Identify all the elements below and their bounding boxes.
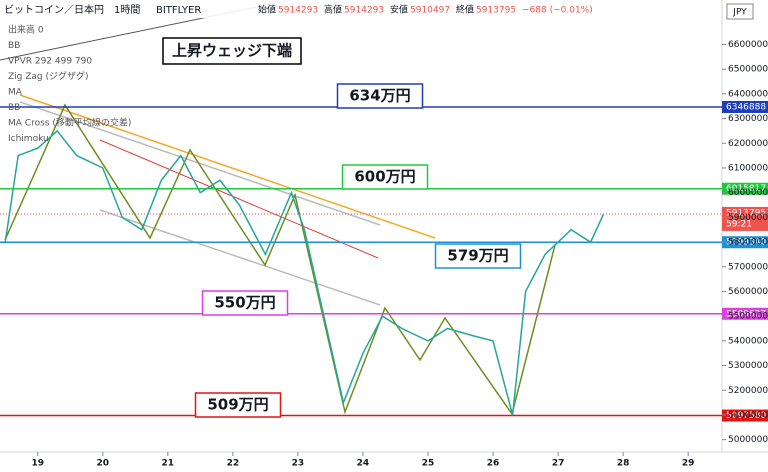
- x-tick-label: 25: [422, 459, 435, 469]
- y-tick-label: 6400000: [728, 89, 768, 99]
- symbol: ビットコイン／日本円: [4, 3, 104, 16]
- y-tick-label: 6100000: [728, 163, 768, 173]
- x-tick-label: 19: [31, 459, 44, 469]
- countdown: 59:21: [726, 219, 752, 229]
- annotation: 550万円: [214, 294, 275, 312]
- title-box: [162, 37, 302, 65]
- legend-item: VPVR 292 499 790: [8, 57, 92, 67]
- y-tick-label: 5900000: [728, 213, 768, 223]
- y-tick-label: 5300000: [728, 361, 768, 371]
- y-tick-label: 5400000: [728, 336, 768, 346]
- annotation-box: [336, 83, 424, 109]
- current-price-box: [722, 206, 768, 231]
- y-tick-label: 6600000: [728, 40, 768, 50]
- ohlc-name: 始値: [258, 4, 276, 16]
- level-price-box: [722, 236, 768, 249]
- ohlc-value: 5910497: [410, 6, 450, 16]
- y-tick-label: 5600000: [728, 287, 768, 297]
- x-tick-label: 21: [162, 459, 175, 469]
- x-tick-label: 22: [227, 459, 240, 469]
- chart-title: 上昇ウェッジ下端: [172, 42, 292, 60]
- level-price-box: [722, 409, 768, 422]
- trendline: [19, 101, 381, 226]
- legend-item: MA: [8, 88, 23, 98]
- ohlc-value: 5913795: [476, 6, 516, 16]
- legend-item: BB: [8, 103, 20, 113]
- interval: 1時間: [114, 4, 140, 16]
- axes: 5000000 5100000 5200000 5300000 5400000 55000…: [31, 40, 768, 469]
- level-price: 5097580: [726, 411, 766, 421]
- legend-item: BB: [8, 41, 20, 51]
- ohlc-name: 高値: [324, 4, 342, 16]
- zigzag: [4, 103, 556, 416]
- y-tick-label: 5500000: [728, 312, 768, 322]
- trendlines: [0, 0, 556, 416]
- x-tick-label: 28: [617, 459, 630, 469]
- legend-item: MA Cross (移動平均線の交差): [8, 117, 131, 129]
- change: −688 (−0.01%): [522, 6, 593, 16]
- trendline: [99, 209, 381, 306]
- annotation-box: [434, 243, 522, 269]
- x-tick-label: 23: [292, 459, 305, 469]
- y-tick-label: 6200000: [728, 139, 768, 149]
- legend: 出来高 0 BB VPVR 292 499 790 Zig Zag (ジグザグ) MA B…: [8, 24, 131, 145]
- levels: 6346888 634万円 6015817 600万円 5799340 579万円 5509…: [0, 83, 768, 422]
- x-tick-label: 29: [682, 459, 695, 469]
- level-price: 5509627: [726, 309, 766, 319]
- current-price: 5913795: [726, 208, 766, 218]
- annotation-box: [201, 290, 289, 316]
- ohlc-value: 5914293: [278, 6, 318, 16]
- annotation: 634万円: [349, 87, 410, 105]
- annotation: 600万円: [354, 168, 415, 186]
- annotation: 509万円: [207, 396, 268, 414]
- ohlc-name: 安値: [390, 4, 408, 16]
- y-tick-label: 5800000: [728, 238, 768, 248]
- x-tick-label: 27: [552, 459, 565, 469]
- y-tick-label: 5000000: [728, 435, 768, 445]
- x-tick-label: 20: [97, 459, 110, 469]
- trendline: [19, 94, 436, 239]
- header: ビットコイン／日本円 1時間 BITFLYER 始値 5914293 高値 5914293 安…: [0, 0, 593, 18]
- level-price-box: [722, 182, 768, 195]
- trendline: [99, 139, 379, 259]
- y-tick-label: 5100000: [728, 410, 768, 420]
- legend-item: Zig Zag (ジグザグ): [8, 70, 89, 82]
- y-tick-label: 6000000: [728, 188, 768, 198]
- y-tick-label: 5200000: [728, 386, 768, 396]
- x-tick-label: 24: [357, 459, 370, 469]
- exchange: BITFLYER: [156, 5, 201, 16]
- annotation: 579万円: [447, 247, 508, 265]
- currency-box[interactable]: [726, 3, 754, 20]
- level-price: 5799340: [726, 238, 766, 248]
- x-tick-label: 26: [487, 459, 500, 469]
- annotation-box: [341, 164, 429, 190]
- legend-item: Ichimoku: [8, 134, 49, 144]
- level-price: 6346888: [726, 102, 766, 112]
- currency: JPY: [732, 8, 747, 18]
- annotation-box: [194, 392, 282, 418]
- ohlc-value: 5914293: [344, 6, 384, 16]
- y-tick-label: 6300000: [728, 114, 768, 124]
- y-tick-label: 6500000: [728, 65, 768, 75]
- level-price: 6015817: [726, 184, 766, 194]
- level-price-box: [722, 100, 768, 113]
- y-tick-label: 5700000: [728, 262, 768, 272]
- legend-item: 出来高 0: [8, 24, 44, 36]
- price-line: [4, 129, 605, 416]
- level-price-box: [722, 307, 768, 320]
- ohlc-name: 終値: [456, 4, 474, 16]
- header-bg: [0, 0, 540, 18]
